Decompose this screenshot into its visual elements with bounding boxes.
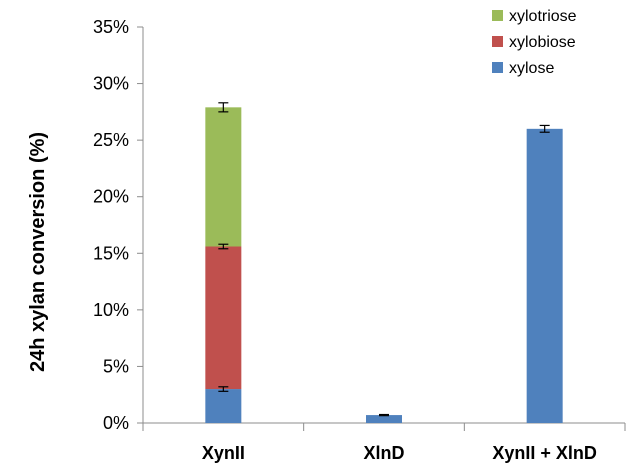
x-category-label: XynII: [202, 443, 245, 463]
y-tick-label: 0%: [103, 413, 129, 433]
legend-swatch-xylobiose: [492, 36, 503, 47]
y-tick-label: 35%: [93, 17, 129, 37]
bar-segment-xylose-2: [526, 128, 563, 424]
y-axis-ticks: 0% 5% 10% 15% 20% 25% 30% 35%: [93, 17, 143, 433]
bar-segment-xylotriose-0: [205, 107, 242, 247]
y-tick-label: 30%: [93, 74, 129, 94]
legend: xylotriose xylobiose xylose: [492, 8, 577, 77]
y-tick-label: 10%: [93, 300, 129, 320]
legend-label-xylose: xylose: [509, 60, 554, 77]
bar-segment-xylose-1: [366, 415, 402, 423]
legend-swatch-xylotriose: [492, 10, 503, 21]
error-bars: [218, 102, 550, 417]
y-tick-label: 15%: [93, 243, 129, 263]
x-category-label: XlnD: [363, 443, 404, 463]
y-tick-label: 25%: [93, 130, 129, 150]
x-category-label: XynII + XlnD: [492, 443, 597, 463]
y-axis-title: 24h xylan conversion (%): [27, 132, 49, 372]
y-tick-label: 5%: [103, 356, 129, 376]
bar-segment-xylobiose-0: [205, 246, 242, 390]
bar-segment-xylose-0: [205, 389, 242, 423]
bars: [205, 107, 563, 424]
x-axis-categories: XynII XlnD XynII + XlnD: [202, 443, 597, 463]
y-tick-label: 20%: [93, 187, 129, 207]
legend-swatch-xylose: [492, 62, 503, 73]
legend-label-xylobiose: xylobiose: [509, 34, 576, 51]
legend-label-xylotriose: xylotriose: [509, 8, 577, 25]
